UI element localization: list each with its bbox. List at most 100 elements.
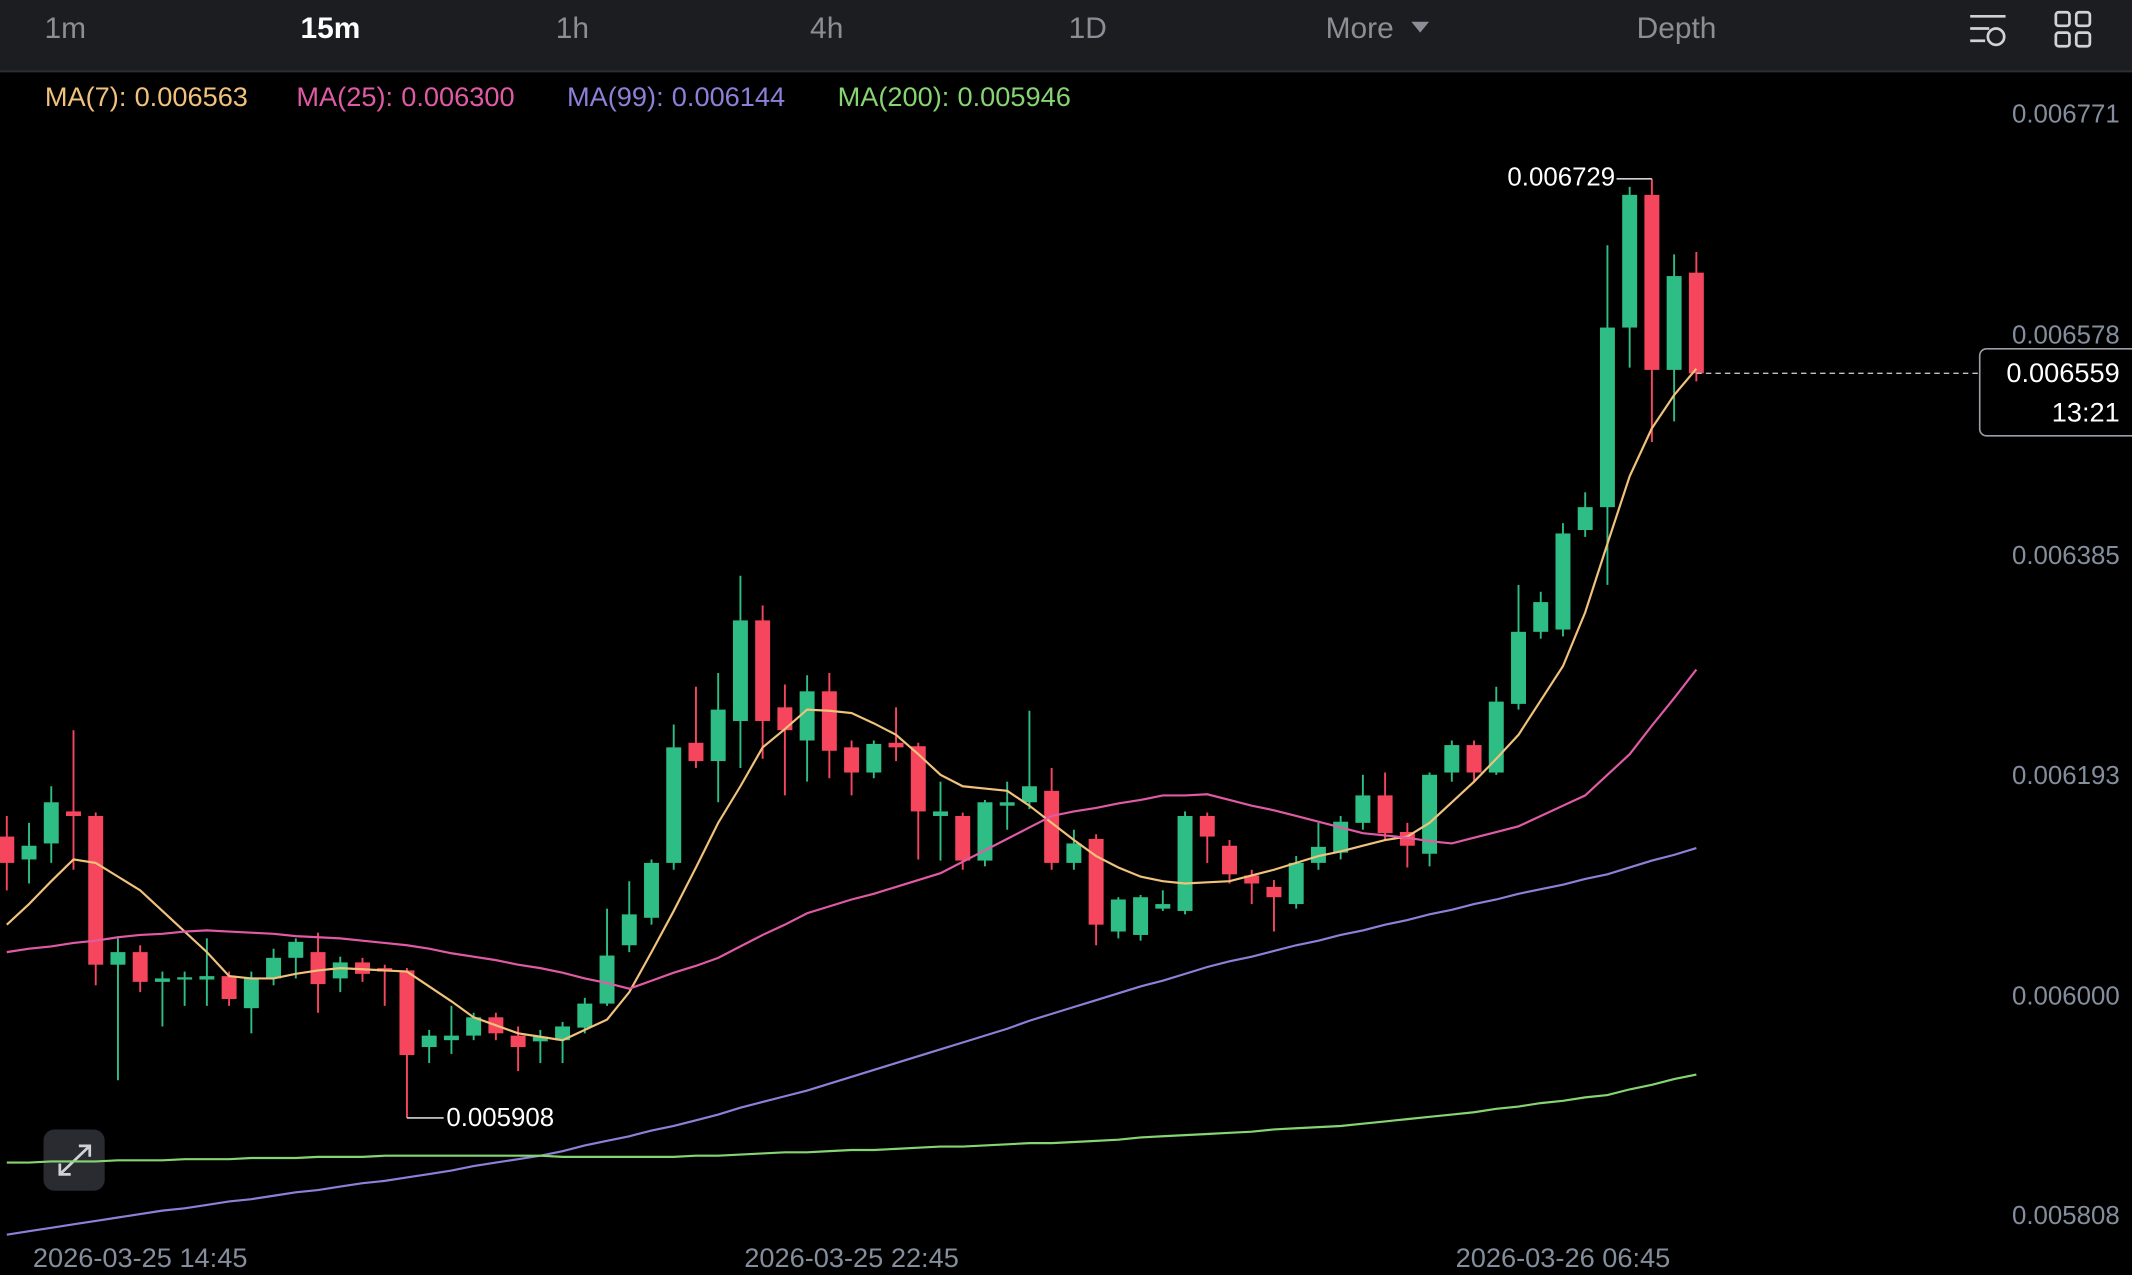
candle-body <box>310 952 326 985</box>
expand-icon <box>58 1144 92 1176</box>
ma-line <box>6 1073 1697 1164</box>
legend-value: 0.006563 <box>135 81 248 112</box>
candle-body <box>666 747 682 863</box>
candle-body <box>1266 886 1282 898</box>
settings-icon[interactable] <box>1970 14 2006 47</box>
candle-body <box>1155 904 1171 909</box>
y-tick-label: 0.006771 <box>2012 101 2120 129</box>
ma-line <box>6 368 1698 1042</box>
y-tick-label: 0.006000 <box>2012 983 2120 1011</box>
legend-value: 0.005946 <box>957 81 1070 112</box>
candle-body <box>1688 272 1704 374</box>
candle-body <box>577 1003 593 1028</box>
candle-body <box>1466 745 1482 773</box>
candle-body <box>1199 815 1215 837</box>
y-tick-label: 0.006385 <box>2012 542 2120 570</box>
timeframe-tab[interactable]: 1h <box>556 12 589 45</box>
candle-body <box>1377 795 1393 834</box>
toolbar <box>0 0 2132 71</box>
y-tick-label: 0.006578 <box>2012 321 2120 349</box>
candle-body <box>1599 327 1615 508</box>
legend-name: MA(25): <box>296 81 393 112</box>
candle-body <box>154 978 170 982</box>
candle-body <box>1133 897 1149 935</box>
candle-body <box>1110 899 1126 932</box>
layout-icon[interactable] <box>2054 10 2092 48</box>
candle-body <box>777 707 793 731</box>
candle-body <box>1310 846 1326 863</box>
candle-body <box>1511 631 1526 704</box>
expand-button[interactable] <box>43 1129 105 1191</box>
timeframe-tab[interactable]: 1D <box>1069 12 1107 45</box>
candle-body <box>199 976 215 980</box>
timeframe-tab[interactable]: 4h <box>810 12 843 45</box>
candle-body <box>266 957 282 979</box>
legend-value: 0.006300 <box>401 81 514 112</box>
candle-body <box>755 620 771 722</box>
candle-body <box>399 970 415 1056</box>
y-tick-label: 0.006193 <box>2012 762 2120 790</box>
current-price-box <box>1978 348 2132 437</box>
timeframe-tab[interactable]: Depth <box>1637 12 1717 45</box>
candle-body <box>844 747 860 773</box>
candle-body <box>1422 774 1438 854</box>
candle-body <box>66 811 81 816</box>
candle-body <box>221 976 237 1000</box>
candle-body <box>1177 815 1193 911</box>
icon-gear <box>1986 27 2006 47</box>
legend-entry: MA(25): 0.006300 <box>296 81 514 112</box>
candle-body <box>443 1035 459 1041</box>
candle-body <box>1288 862 1304 905</box>
candle-body <box>821 691 837 751</box>
candle-body <box>1021 786 1037 803</box>
ma-line <box>6 668 1698 990</box>
candle-body <box>110 952 126 965</box>
candle-body <box>1555 533 1571 630</box>
candle-body <box>1044 790 1060 863</box>
timeframe-tab[interactable]: 1m <box>44 12 86 45</box>
legend-name: MA(7): <box>45 81 127 112</box>
candle-body <box>933 811 948 816</box>
icon-cell <box>2054 31 2071 48</box>
timeframe-tab[interactable]: More <box>1326 12 1394 45</box>
dropdown-arrow <box>1411 21 1430 33</box>
legend-entry: MA(7): 0.006563 <box>45 81 248 112</box>
icon-cell <box>2054 10 2071 28</box>
legend-entry: MA(99): 0.006144 <box>567 81 785 112</box>
icon-cell <box>2074 10 2092 28</box>
candle-body <box>1444 745 1460 773</box>
candle-body <box>532 1036 548 1042</box>
timeframe-tab[interactable]: 15m <box>300 12 360 45</box>
candle-body <box>21 845 37 860</box>
candle-body <box>621 914 637 946</box>
candle-body <box>955 815 971 861</box>
candle-body <box>1066 843 1082 863</box>
candle-body <box>1244 875 1260 884</box>
candle-body <box>132 952 148 982</box>
y-tick-label: 0.005808 <box>2012 1202 2120 1230</box>
candle-body <box>88 815 104 965</box>
candle-body <box>177 977 193 980</box>
candle-body <box>1533 602 1549 632</box>
ma-line <box>6 846 1697 1236</box>
current-price-label: 0.006559 <box>2006 357 2119 388</box>
legend-name: MA(99): <box>567 81 664 112</box>
candle-body <box>1666 276 1682 370</box>
plot: 0.005808 0.006000 0.006193 0.006385 0.006578… <box>0 81 2132 1273</box>
high-label: 0.006729 <box>1507 164 1615 192</box>
candle-body <box>710 709 726 762</box>
candle-body <box>355 962 370 974</box>
legend-entry: MA(200): 0.005946 <box>838 81 1071 112</box>
low-label: 0.005908 <box>446 1104 554 1132</box>
candle-body <box>799 691 815 741</box>
candle-body <box>421 1035 437 1048</box>
candle-body <box>977 802 993 861</box>
candle-body <box>0 836 15 863</box>
x-tick-label: 2026-03-26 06:45 <box>1456 1242 1671 1273</box>
candle-body <box>43 802 59 844</box>
candle-body <box>1577 507 1593 531</box>
candle-body <box>732 620 748 722</box>
x-tick-label: 2026-03-25 14:45 <box>33 1242 248 1273</box>
